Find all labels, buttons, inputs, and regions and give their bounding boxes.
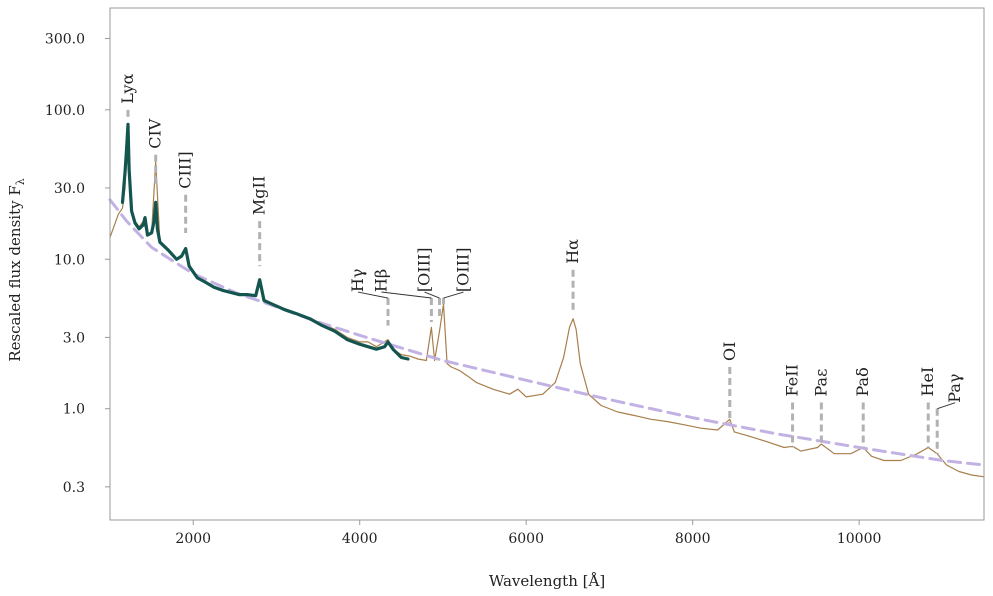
y-axis-ticks: 0.3 1.0 3.0 10.0 30.0 100.0 300.0 [45,32,110,496]
line-label-12: Paδ [853,367,872,396]
line-label-3: MgII [250,176,269,215]
y-tick-label-1: 1.0 [63,402,85,418]
line-leader-5 [381,291,432,299]
line-label-8: Hα [563,239,582,264]
y-tick-label-6: 300.0 [45,32,85,48]
line-label-1: CIV [146,118,165,149]
line-label-4: Hγ [348,269,367,293]
line-label-11: Paε [811,369,830,397]
plot-frame [109,7,985,521]
line-label-0: Lyα [118,73,137,103]
line-leader-6 [424,291,440,299]
line-leader-4 [357,291,389,299]
x-tick-label-4: 10000 [837,531,882,547]
x-tick-label-2: 6000 [508,531,544,547]
line-label-7: [OIII] [454,248,473,293]
y-tick-label-5: 100.0 [45,103,85,119]
x-tick-label-0: 2000 [175,531,211,547]
x-tick-label-3: 8000 [675,531,711,547]
line-label-13: HeI [918,367,937,397]
y-tick-label-4: 30.0 [54,181,85,197]
y-tick-label-2: 3.0 [63,330,85,346]
plot-content: Lyα CIV CIII] MgII Hγ Hβ [OIII] [OIII] Hα OI FeII P… [108,73,986,478]
x-tick-label-1: 4000 [342,531,378,547]
x-axis-ticks: 2000 4000 6000 8000 10000 [175,520,881,547]
y-axis-label-main: Rescaled flux density F [6,185,24,361]
y-axis-label: Rescaled flux density Fλ [6,178,27,361]
y-tick-label-3: 10.0 [54,252,85,268]
line-label-14: Paγ [945,374,964,403]
continuum-series [108,198,986,467]
line-label-5: Hβ [371,269,390,292]
line-label-10: FeII [783,364,802,396]
line-label-9: OI [720,342,739,361]
line-label-2: CIII] [176,151,195,188]
line-label-6: [OIII] [415,248,434,293]
uv_composite-series [120,122,410,361]
line-leader-7 [443,291,464,299]
x-axis-label: Wavelength [Å] [489,572,605,590]
y-axis-label-subscript: λ [14,178,27,185]
y-tick-label-0: 0.3 [63,480,85,496]
line-leader-14 [937,402,956,410]
